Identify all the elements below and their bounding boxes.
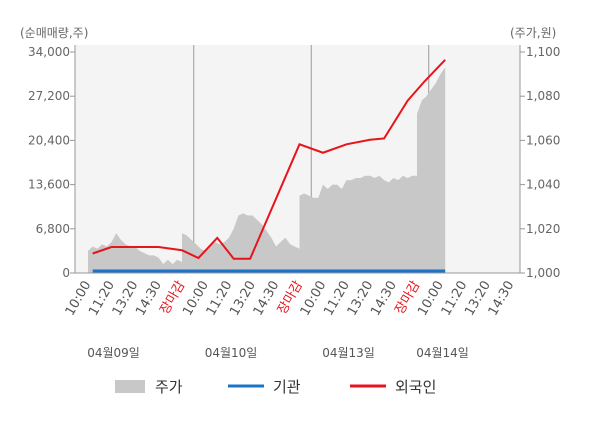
right-tick-label: 1,000 [526,266,560,280]
right-tick-label: 1,080 [526,89,560,103]
right-tick-label: 1,020 [526,222,560,236]
x-axis: 10:0011:2013:2014:30장마감10:0011:2013:2014… [63,278,518,318]
legend: 주가 기관 외국인 [115,378,436,396]
left-tick-label: 0 [62,266,70,280]
left-axis-unit: (순매매량,주) [20,26,88,40]
legend-label: 주가 [155,378,183,396]
date-label: 04월09일 [87,346,140,360]
foreign-line-series [92,59,446,260]
date-label: 04월13일 [322,346,375,360]
right-axis-unit: (주가,원) [510,26,556,40]
right-tick-label: 1,060 [526,133,560,147]
right-tick-label: 1,040 [526,178,560,192]
right-y-axis: 1,000 1,020 1,040 1,060 1,080 1,100 [519,45,560,280]
price-area [88,67,446,273]
left-tick-label: 27,200 [28,89,70,103]
date-label: 04월10일 [205,346,258,360]
date-label: 04월14일 [416,346,469,360]
left-tick-label: 13,600 [28,178,70,192]
left-tick-label: 20,400 [28,133,70,147]
legend-label: 기관 [273,378,301,396]
left-y-axis: 0 6,800 13,600 20,400 27,200 34,000 [28,45,76,280]
price-area-series [88,67,446,273]
right-tick-label: 1,100 [526,45,560,59]
legend-label: 외국인 [395,378,436,396]
plot-area [75,45,520,273]
foreign-line [92,59,446,260]
date-labels: 04월09일 04월10일 04월13일 04월14일 [87,346,469,360]
left-tick-label: 6,800 [36,222,70,236]
legend-swatch-price [115,380,145,393]
left-tick-label: 34,000 [28,45,70,59]
